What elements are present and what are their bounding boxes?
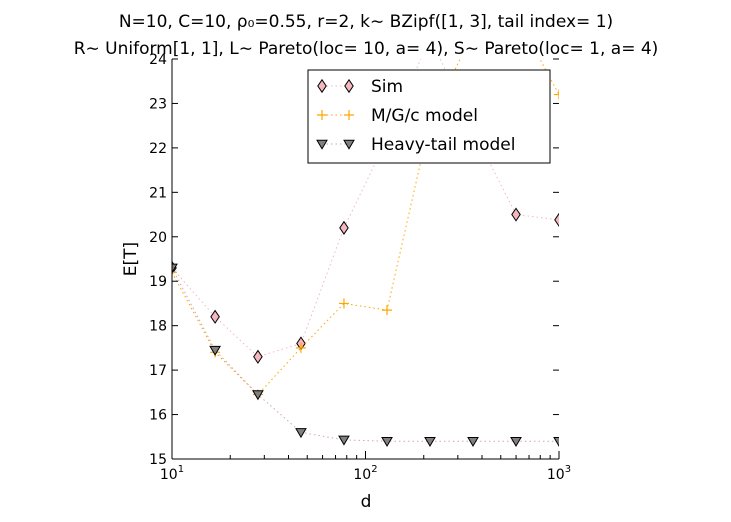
series-0-point-8 [511, 207, 521, 222]
x-tick-label-exp-1: 2 [371, 464, 377, 475]
series-1-line [172, 59, 559, 396]
series-2-point-5 [381, 436, 393, 447]
legend-marker-1-b [344, 110, 354, 120]
legend-marker-1-a [317, 110, 327, 120]
x-tick-label-2: 103 [547, 464, 571, 483]
series-1-point-3 [295, 342, 306, 353]
series-2-point-0 [172, 263, 178, 274]
x-tick-label-base-0: 10 [160, 467, 178, 483]
x-tick-label-exp-2: 3 [565, 464, 571, 475]
series-2-line [172, 267, 559, 442]
series-0-point-1 [210, 309, 220, 324]
y-tick-label-2: 17 [149, 363, 167, 379]
x-tick-label-exp-0: 1 [178, 464, 184, 475]
y-tick-label-5: 20 [149, 230, 167, 246]
x-axis-label: d [361, 492, 372, 512]
series-2-point-9 [553, 436, 559, 447]
y-tick-label-1: 16 [149, 408, 167, 424]
y-tick-label-4: 19 [149, 274, 167, 290]
y-tick-label-7: 22 [149, 141, 167, 157]
x-tick-label-1: 102 [353, 464, 377, 483]
y-tick-label-0: 15 [149, 452, 167, 468]
series-0-point-9 [554, 212, 559, 227]
x-tick-label-base-2: 10 [547, 467, 565, 483]
y-tick-label-8: 23 [149, 96, 167, 112]
series-2-point-2 [252, 390, 264, 401]
series-2-point-3 [295, 428, 307, 439]
series-2-point-6 [424, 436, 436, 447]
series-1-point-0 [172, 267, 177, 278]
legend-entries: Sim M/G/c model Heavy-tail model [316, 77, 515, 155]
series-1-point-9 [554, 89, 559, 100]
series-2-point-1 [209, 345, 221, 356]
y-tick-label-9: 24 [149, 52, 167, 68]
legend-marker-0-a [317, 78, 327, 94]
series-0-point-4 [339, 220, 349, 235]
series-2-point-8 [510, 436, 522, 447]
legend-marker-2-b [343, 139, 355, 150]
series-1-point-5 [382, 305, 393, 316]
legend-marker-0-b [344, 78, 354, 94]
legend-entry-2: Heavy-tail model [316, 135, 515, 155]
legend-entry-1: M/G/c model [317, 106, 478, 126]
legend-label-2: Heavy-tail model [371, 135, 515, 155]
legend-label-1: M/G/c model [371, 106, 478, 126]
series-2 [172, 263, 559, 447]
x-tick-label-0: 101 [160, 464, 184, 483]
series-0-point-2 [253, 349, 263, 364]
legend-entry-0: Sim [317, 77, 403, 97]
chart-title-line-1: N=10, C=10, ρ₀=0.55, r=2, k∼ BZipf([1, 3… [119, 12, 613, 32]
series-2-point-4 [338, 435, 350, 446]
series-2-point-7 [467, 436, 479, 447]
y-tick-label-3: 18 [149, 319, 167, 335]
y-tick-label-6: 21 [149, 185, 167, 201]
chart-title-line-2: R∼ Uniform[1, 1], L∼ Pareto(loc= 10, a= … [74, 39, 659, 59]
legend-label-0: Sim [371, 77, 403, 97]
y-axis-label: E[T] [121, 242, 141, 276]
legend: Sim M/G/c model Heavy-tail model [307, 69, 551, 164]
x-tick-label-base-1: 10 [353, 467, 371, 483]
legend-marker-2-a [316, 139, 328, 150]
series-1-point-4 [338, 298, 349, 309]
